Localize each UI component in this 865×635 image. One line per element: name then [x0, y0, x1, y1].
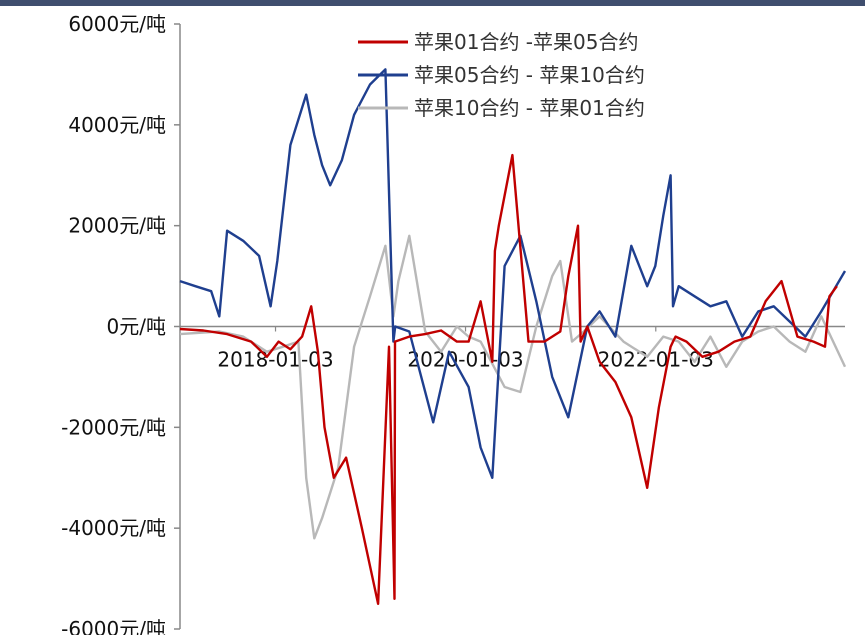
- y-tick-label: 4000元/吨: [68, 113, 166, 137]
- x-tick-label: 2018-01-03: [217, 348, 333, 372]
- y-tick-label: 2000元/吨: [68, 214, 166, 238]
- x-tick-label: 2020-01-03: [407, 348, 523, 372]
- legend-item-apple01-minus-apple05: 苹果01合约 -苹果05合约: [414, 30, 638, 54]
- legend-item-apple05-minus-apple10: 苹果05合约 - 苹果10合约: [414, 63, 645, 87]
- y-tick-label: -2000元/吨: [61, 415, 166, 439]
- series-group: [179, 68, 847, 605]
- legend-item-apple10-minus-apple01: 苹果10合约 - 苹果01合约: [414, 96, 645, 120]
- y-tick-label: 0元/吨: [107, 315, 166, 339]
- series-line-apple01-minus-apple05: [179, 153, 838, 605]
- series-line-apple10-minus-apple01: [179, 234, 847, 540]
- y-axis: 6000元/吨 4000元/吨 2000元/吨 0元/吨 -2000元/吨 -4000元/…: [61, 12, 181, 635]
- x-tick-label: 2022-01-03: [598, 348, 714, 372]
- x-axis: 2018-01-03 2020-01-03 2022-01-03: [180, 325, 845, 372]
- top-bar: [0, 0, 865, 6]
- y-tick-label: 6000元/吨: [68, 12, 166, 36]
- y-tick-label: -4000元/吨: [61, 516, 166, 540]
- y-tick-label: -6000元/吨: [61, 617, 166, 635]
- series-line-apple05-minus-apple10: [179, 68, 847, 479]
